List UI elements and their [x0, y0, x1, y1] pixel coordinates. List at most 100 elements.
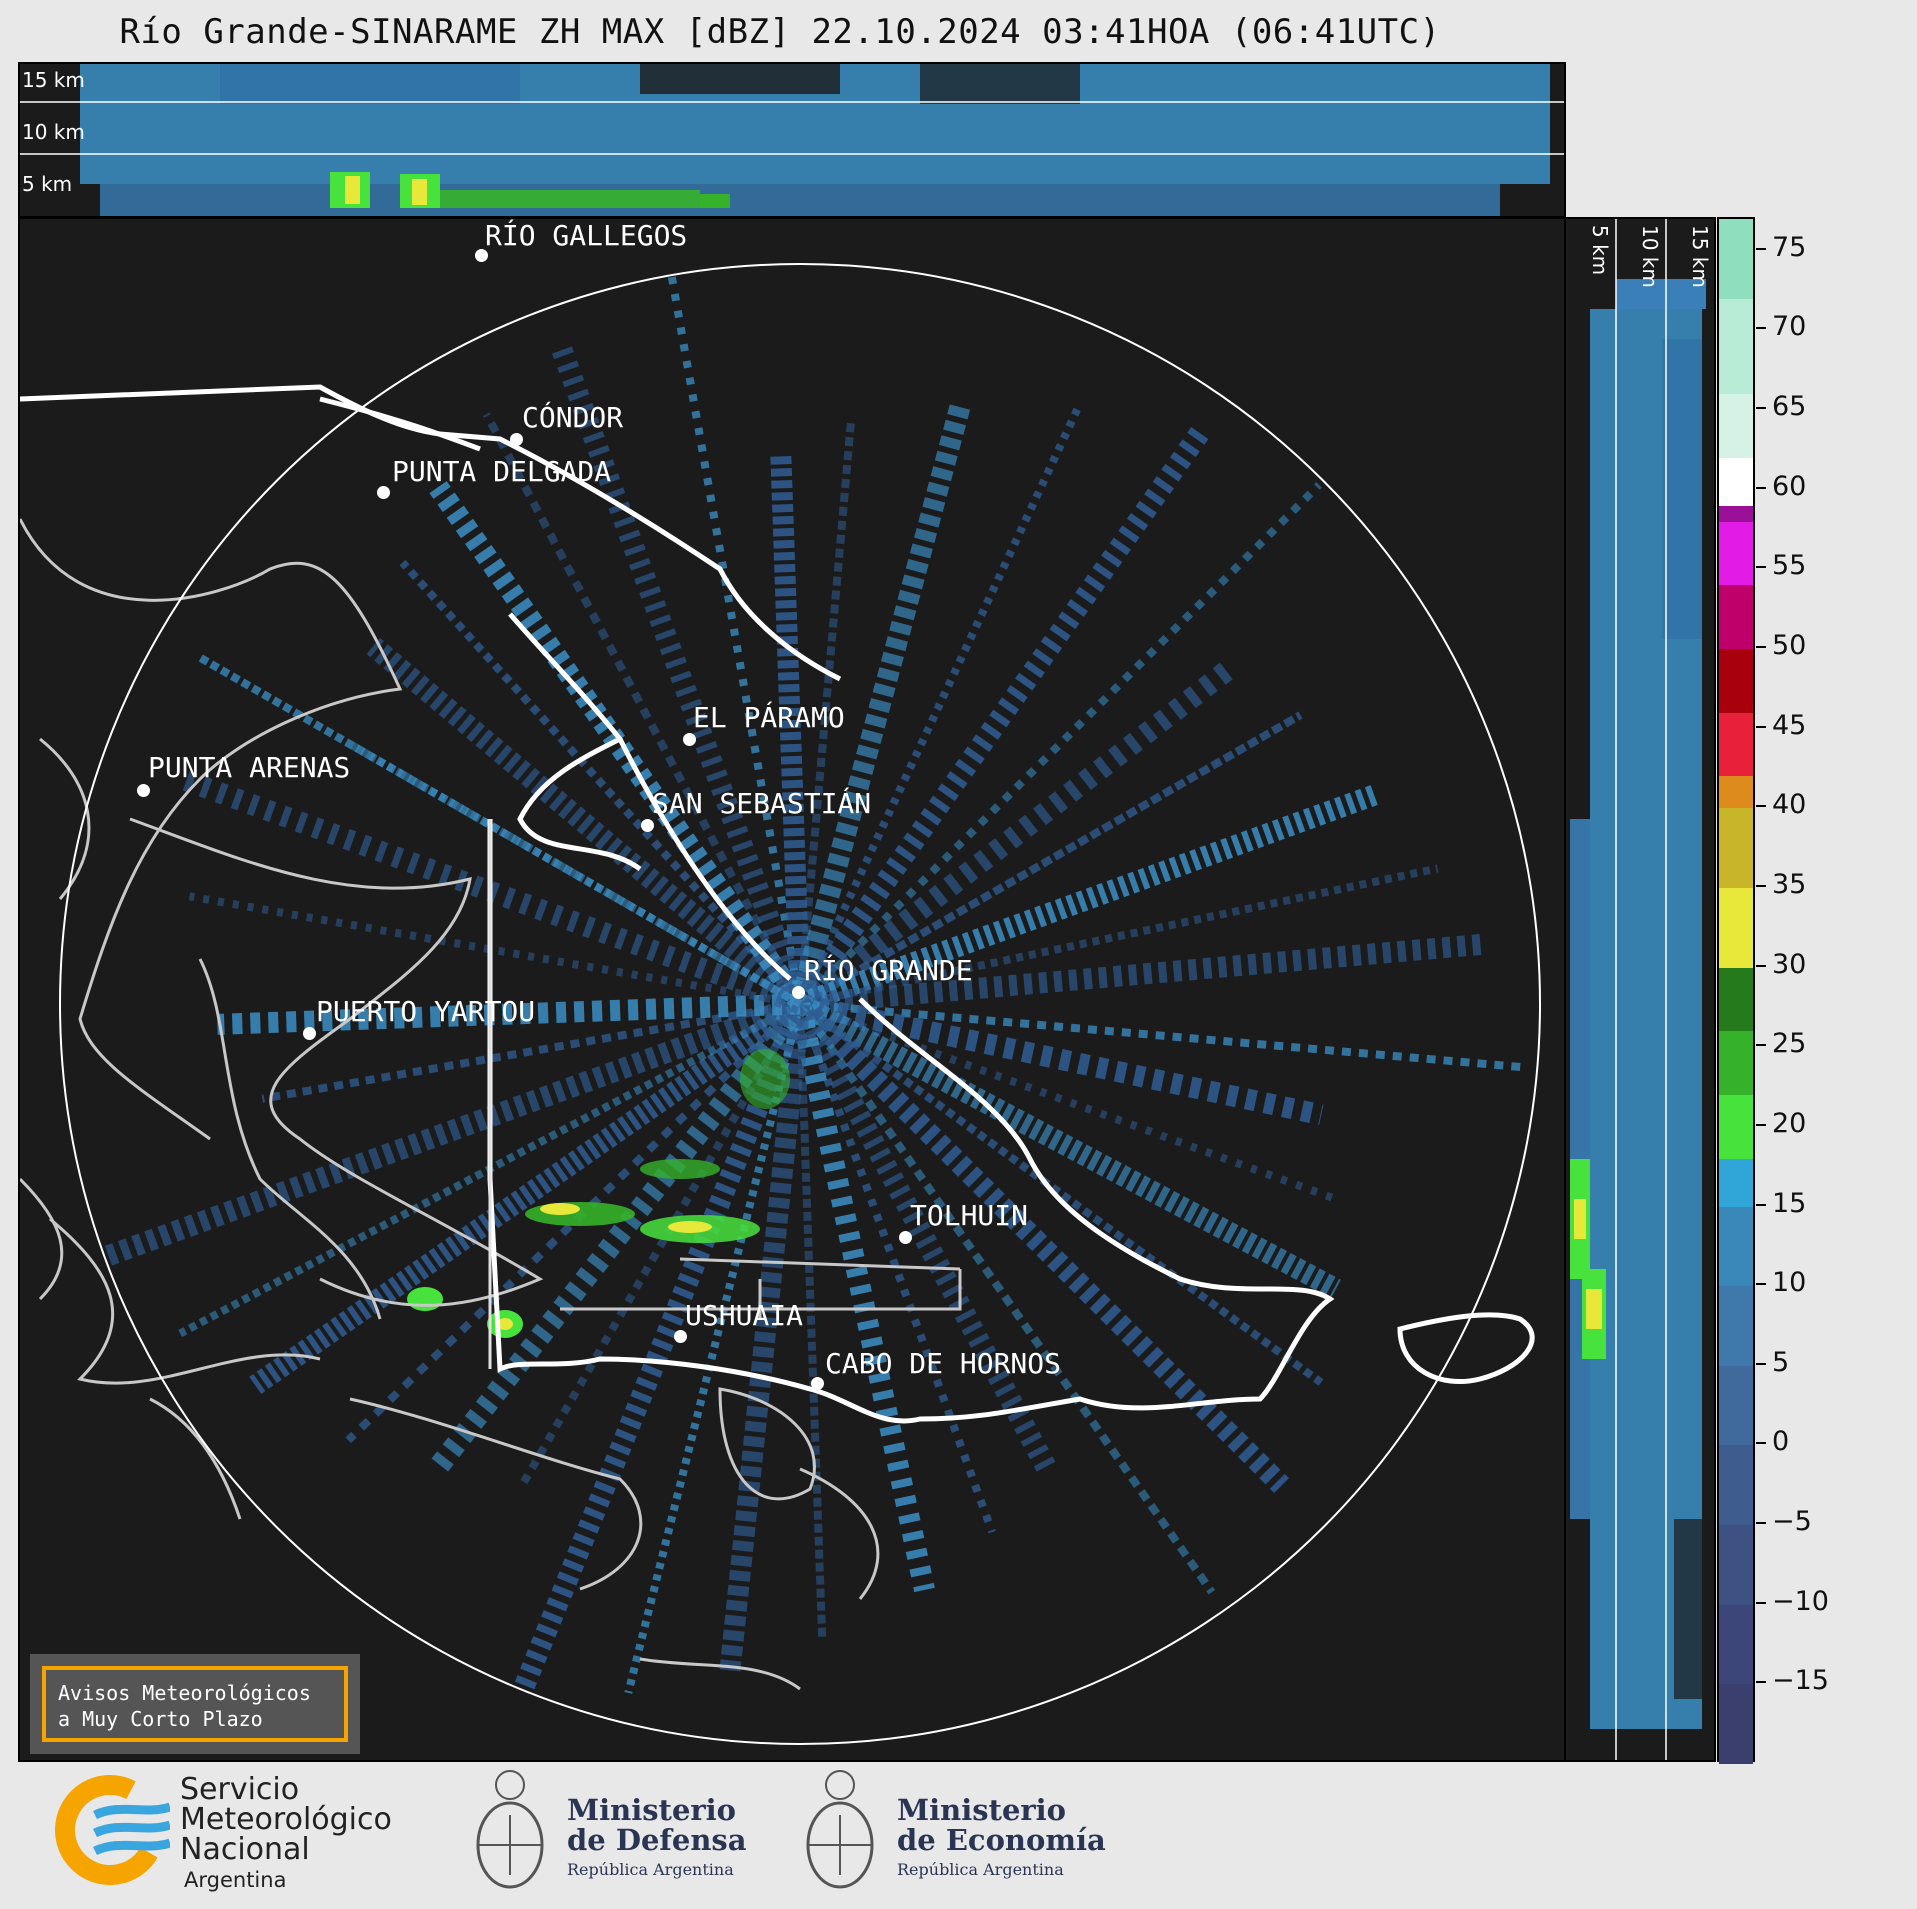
- colorbar-band: [1719, 1031, 1753, 1096]
- coastline-primary: [20, 384, 1535, 1424]
- colorbar-tick-label: 10: [1772, 1267, 1807, 1299]
- city-label-puerto-yartou: PUERTO YARTOU: [316, 995, 536, 1028]
- smn-line-1: Servicio: [180, 1772, 300, 1807]
- city-label-rio-gallegos: RÍO GALLEGOS: [485, 219, 688, 252]
- colorbar-tick: [1756, 407, 1766, 410]
- colorbar-band: [1719, 1286, 1753, 1366]
- city-marker: [510, 433, 523, 446]
- colorbar-tick-label: 20: [1772, 1107, 1807, 1139]
- top-alt-label-15: 15 km: [22, 68, 85, 92]
- radar-convective-cells: [407, 1049, 790, 1338]
- colorbar-band: [1719, 712, 1753, 777]
- colorbar-band: [1719, 776, 1753, 809]
- colorbar-tick: [1756, 566, 1766, 569]
- page-title: Río Grande-SINARAME ZH MAX [dBZ] 22.10.2…: [119, 12, 1441, 52]
- right-alt-label-5: 5 km: [1588, 225, 1612, 276]
- colorbar-band: [1719, 298, 1753, 395]
- colorbar-tick-label: 60: [1772, 470, 1807, 502]
- colorbar-band: [1719, 505, 1753, 522]
- colorbar-band: [1719, 649, 1753, 713]
- colorbar-band: [1719, 1365, 1753, 1446]
- defensa-line-2: de Defensa: [567, 1823, 747, 1857]
- colorbar-tick: [1756, 1203, 1766, 1206]
- right-alt-label-15: 15 km: [1688, 225, 1712, 288]
- city-marker: [811, 1377, 824, 1390]
- colorbar-tick-label: 75: [1772, 231, 1807, 263]
- colorbar-tick: [1756, 964, 1766, 967]
- short-term-warnings-box[interactable]: Avisos Meteorológicos a Muy Corto Plazo: [30, 1654, 360, 1754]
- colorbar-tick-label: 50: [1772, 630, 1807, 662]
- coat-of-arms-icon: [476, 1770, 544, 1889]
- smn-line-3: Nacional: [180, 1832, 310, 1867]
- colorbar-tick-label: 25: [1772, 1028, 1807, 1060]
- top-cross-section: 15 km 10 km 5 km: [18, 62, 1566, 218]
- city-label-cabo-de-hornos: CABO DE HORNOS: [825, 1347, 1062, 1380]
- defensa-line-1: Ministerio: [567, 1793, 737, 1827]
- colorbar-tick: [1756, 646, 1766, 649]
- coat-of-arms-icon: [806, 1770, 874, 1889]
- colorbar-tick: [1756, 1681, 1766, 1684]
- colorbar-tick: [1756, 1044, 1766, 1047]
- colorbar-tick: [1756, 1283, 1766, 1286]
- right-cross-section-plot: [1570, 219, 1706, 1760]
- warning-line-2: a Muy Corto Plazo: [58, 1707, 263, 1731]
- colorbar-band: [1719, 1158, 1753, 1207]
- city-marker: [792, 986, 805, 999]
- colorbar-band: [1719, 394, 1753, 458]
- economia-line-3: República Argentina: [897, 1860, 1064, 1879]
- colorbar-band: [1719, 1525, 1753, 1605]
- reflectivity-colorbar: [1717, 217, 1755, 1764]
- colorbar-tick: [1756, 1362, 1766, 1365]
- coastline-secondary: [20, 518, 962, 1691]
- colorbar-tick: [1756, 1522, 1766, 1525]
- right-alt-label-10: 10 km: [1638, 225, 1662, 288]
- colorbar-band: [1719, 585, 1753, 650]
- city-label-ushuaia: USHUAIA: [685, 1299, 804, 1332]
- colorbar-tick-label: −10: [1772, 1585, 1829, 1617]
- smn-line-4: Argentina: [184, 1868, 287, 1892]
- economia-line-2: de Economía: [897, 1823, 1106, 1857]
- colorbar-tick: [1756, 486, 1766, 489]
- top-alt-label-5: 5 km: [22, 172, 73, 196]
- defensa-line-3: República Argentina: [567, 1860, 734, 1879]
- economia-line-1: Ministerio: [897, 1793, 1067, 1827]
- warning-line-1: Avisos Meteorológicos: [58, 1681, 311, 1705]
- city-marker: [377, 486, 390, 499]
- colorbar-tick-label: −5: [1772, 1506, 1812, 1538]
- city-label-punta-delgada: PUNTA DELGADA: [392, 455, 612, 488]
- colorbar-band: [1719, 808, 1753, 888]
- economia-wordmark: Ministerio de Economía República Argenti…: [897, 1795, 1106, 1885]
- colorbar-tick: [1756, 247, 1766, 250]
- colorbar-band: [1719, 967, 1753, 1032]
- city-marker: [641, 819, 654, 832]
- colorbar-band: [1719, 219, 1753, 299]
- colorbar-band: [1719, 1206, 1753, 1287]
- colorbar-tick-label: 5: [1772, 1346, 1790, 1378]
- city-label-rio-grande: RÍO GRANDE: [804, 954, 973, 987]
- colorbar-tick-label: 15: [1772, 1187, 1807, 1219]
- colorbar-tick-label: 65: [1772, 391, 1807, 423]
- city-marker: [683, 733, 696, 746]
- smn-logo-icon: [55, 1775, 170, 1885]
- colorbar-tick-label: 40: [1772, 789, 1807, 821]
- colorbar-tick-label: 35: [1772, 868, 1807, 900]
- colorbar-band: [1719, 1684, 1753, 1764]
- top-cross-section-plot: [20, 64, 1564, 216]
- colorbar-tick-label: 45: [1772, 709, 1807, 741]
- colorbar-band: [1719, 887, 1753, 968]
- colorbar-tick-label: −15: [1772, 1665, 1829, 1697]
- city-label-san-sebastian: SAN SEBASTIÁN: [652, 787, 872, 820]
- smn-wordmark: Servicio Meteorológico Nacional Argentin…: [180, 1775, 392, 1895]
- colorbar-tick-label: 0: [1772, 1426, 1790, 1458]
- defensa-wordmark: Ministerio de Defensa República Argentin…: [567, 1795, 747, 1885]
- colorbar-tick-label: 55: [1772, 550, 1807, 582]
- colorbar-band: [1719, 1445, 1753, 1526]
- colorbar-tick: [1756, 327, 1766, 330]
- colorbar-band: [1719, 457, 1753, 506]
- colorbar-tick: [1756, 1442, 1766, 1445]
- colorbar-band: [1719, 1095, 1753, 1159]
- city-marker: [303, 1027, 316, 1040]
- colorbar-tick: [1756, 1123, 1766, 1126]
- city-label-condor: CÓNDOR: [522, 401, 624, 434]
- colorbar-band: [1719, 521, 1753, 586]
